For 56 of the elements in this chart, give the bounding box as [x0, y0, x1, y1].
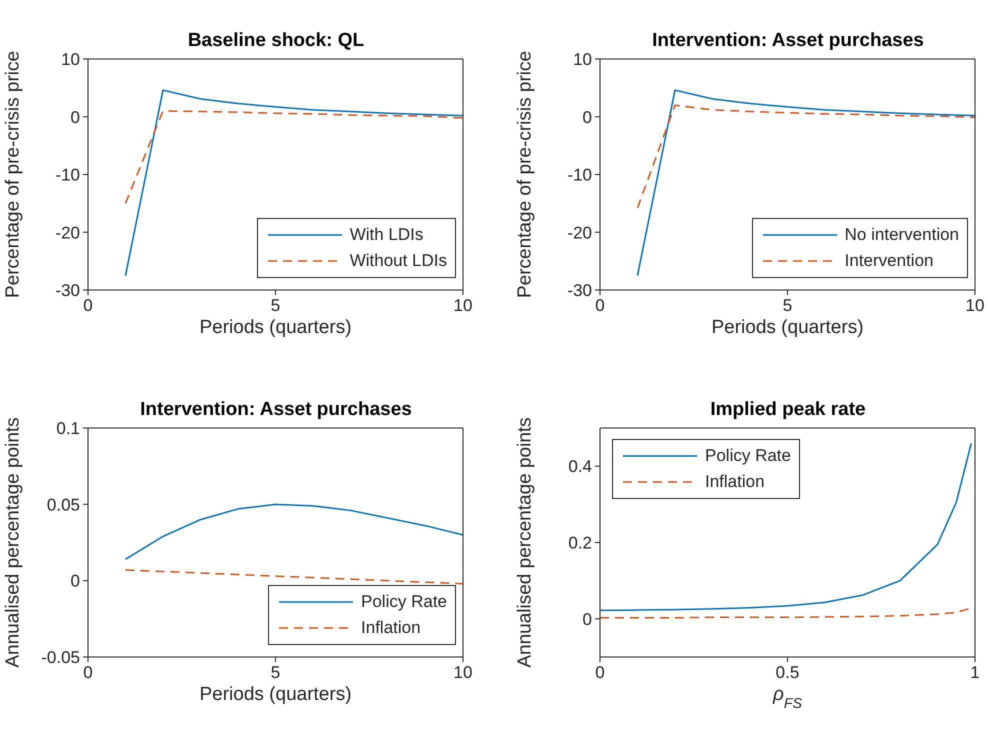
- y-tick-label: 0: [582, 108, 592, 127]
- x-tick-label: 5: [270, 663, 280, 682]
- chart-title: Intervention: Asset purchases: [139, 399, 413, 421]
- line-series: [124, 110, 463, 204]
- x-tick-label: 10: [966, 296, 984, 316]
- legend-label: Policy Rate: [705, 445, 791, 467]
- x-axis-title: ρ$_{FS}$: [772, 684, 803, 712]
- legend-label: Inflation: [361, 617, 421, 639]
- y-tick-label: -20: [55, 223, 80, 242]
- x-axis-title: Periods (quarters): [199, 684, 352, 705]
- line-series: [636, 89, 975, 276]
- x-axis-title: Periods (quarters): [199, 317, 352, 338]
- y-tick-label: 10: [61, 50, 80, 70]
- x-tick-label: 0: [595, 296, 605, 316]
- y-axis-title: Annualised percentage points: [2, 417, 24, 668]
- y-tick-label: 0.2: [568, 534, 592, 553]
- y-tick-label: -20: [567, 223, 592, 242]
- y-tick-label: -10: [55, 166, 80, 185]
- y-tick-label: 0.4: [568, 457, 592, 476]
- legend-label: Without LDIs: [350, 250, 447, 272]
- x-tick-label: 10: [454, 296, 472, 316]
- legend-label: With LDIs: [350, 224, 424, 246]
- x-tick-label: 0: [83, 296, 93, 316]
- line-series: [124, 89, 463, 276]
- y-tick-label: -0.05: [41, 648, 80, 668]
- legend-label: No intervention: [844, 224, 959, 246]
- x-tick-label: 5: [782, 296, 792, 316]
- y-tick-label: 0.1: [56, 419, 80, 438]
- y-tick-label: 0: [70, 108, 80, 127]
- x-tick-label: 0: [83, 663, 93, 682]
- legend-label: Policy Rate: [361, 591, 447, 613]
- x-tick-label: 1: [970, 663, 980, 682]
- x-tick-label: 0: [595, 663, 605, 682]
- y-axis-title: Percentage of pre-crisis price: [2, 50, 24, 298]
- line-series: [600, 442, 972, 612]
- y-tick-label: 10: [573, 50, 592, 70]
- y-tick-label: 0: [70, 572, 80, 591]
- y-tick-label: 0: [582, 610, 592, 629]
- chart-title: Baseline shock: QL: [186, 30, 366, 52]
- line-series: [124, 569, 463, 584]
- line-series: [124, 504, 463, 560]
- x-axis-title: Periods (quarters): [711, 317, 864, 338]
- legend-label: Inflation: [705, 471, 765, 493]
- legend-label: Intervention: [844, 250, 934, 272]
- y-tick-label: 0.05: [46, 495, 80, 514]
- x-tick-label: 0.5: [776, 663, 800, 682]
- chart-title: Intervention: Asset purchases: [651, 30, 925, 52]
- y-axis-title: Percentage of pre-crisis price: [514, 50, 536, 298]
- y-tick-label: -30: [55, 281, 80, 300]
- x-tick-label: 10: [454, 663, 472, 682]
- y-tick-label: -10: [567, 166, 592, 185]
- chart-title: Implied peak rate: [709, 399, 867, 421]
- y-axis-title: Annualised percentage points: [514, 417, 536, 668]
- y-tick-label: -30: [567, 281, 592, 300]
- line-series: [636, 104, 975, 209]
- x-tick-label: 5: [270, 296, 280, 316]
